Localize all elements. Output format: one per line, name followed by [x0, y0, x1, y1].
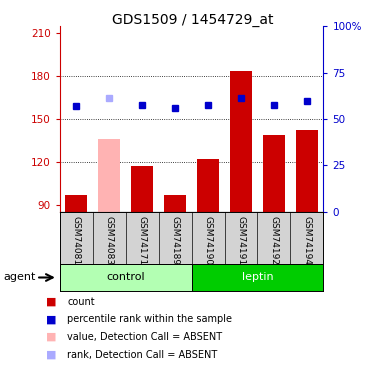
Text: leptin: leptin [242, 273, 273, 282]
Text: agent: agent [4, 273, 36, 282]
Text: GSM74171: GSM74171 [137, 216, 147, 265]
Bar [296, 130, 318, 212]
Text: GSM74192: GSM74192 [270, 216, 278, 265]
Text: percentile rank within the sample: percentile rank within the sample [67, 315, 233, 324]
Text: value, Detection Call = ABSENT: value, Detection Call = ABSENT [67, 332, 223, 342]
Bar [164, 195, 186, 212]
Bar [65, 195, 87, 212]
Bar [131, 166, 153, 212]
Bar [197, 159, 219, 212]
Bar [60, 264, 192, 291]
Text: control: control [106, 273, 145, 282]
Text: GSM74189: GSM74189 [171, 216, 179, 265]
Text: count: count [67, 297, 95, 307]
Text: GSM74190: GSM74190 [204, 216, 213, 265]
Text: ■: ■ [46, 332, 57, 342]
Text: ■: ■ [46, 350, 57, 360]
Text: rank, Detection Call = ABSENT: rank, Detection Call = ABSENT [67, 350, 218, 360]
Text: GDS1509 / 1454729_at: GDS1509 / 1454729_at [112, 13, 273, 27]
Bar [99, 139, 120, 212]
Bar [230, 70, 252, 212]
Text: GSM74191: GSM74191 [236, 216, 246, 265]
Text: GSM74083: GSM74083 [105, 216, 114, 265]
Text: ■: ■ [46, 315, 57, 324]
Bar [263, 135, 285, 212]
Text: ■: ■ [46, 297, 57, 307]
Text: GSM74194: GSM74194 [302, 216, 311, 265]
Text: GSM74081: GSM74081 [72, 216, 81, 265]
Bar [192, 264, 323, 291]
